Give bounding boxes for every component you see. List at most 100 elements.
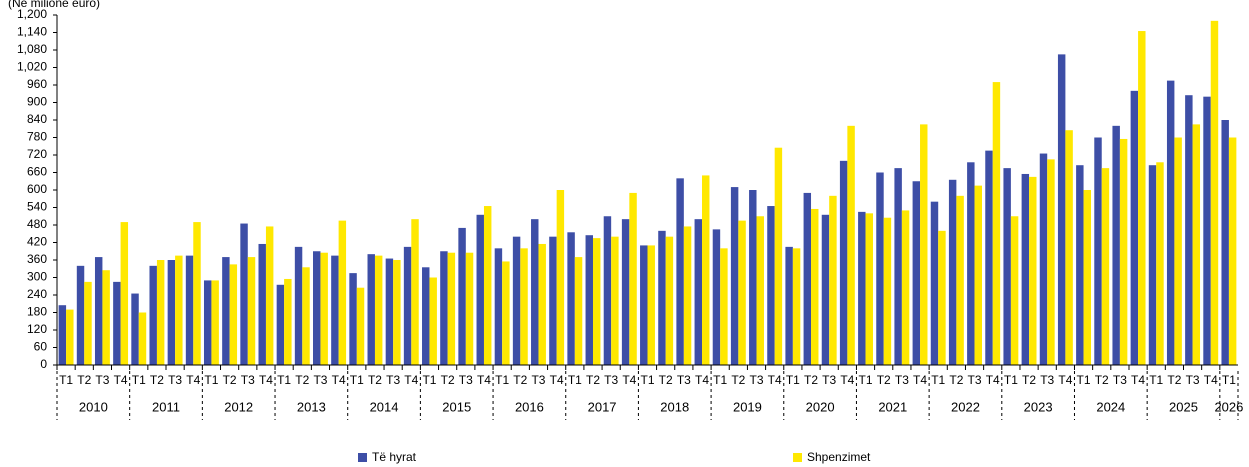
x-tick-label: T1 — [1149, 373, 1163, 387]
bar — [549, 236, 557, 365]
x-tick-label: T2 — [368, 373, 382, 387]
bar — [974, 185, 982, 365]
x-tick-label: T3 — [1040, 373, 1054, 387]
bar — [811, 208, 819, 365]
x-tick-label: T4 — [695, 373, 709, 387]
x-tick-label: T4 — [986, 373, 1000, 387]
x-tick-label: T1 — [713, 373, 727, 387]
bar — [1130, 90, 1139, 365]
legend-label: Të hyrat — [372, 450, 417, 464]
bar — [712, 229, 721, 365]
bar — [265, 226, 274, 365]
x-tick-label: T4 — [186, 373, 200, 387]
y-tick-label: 360 — [27, 252, 47, 266]
y-tick-label: 480 — [27, 217, 47, 231]
x-tick-label: T3 — [677, 373, 691, 387]
legend-swatch — [793, 453, 802, 462]
bar — [149, 265, 157, 365]
year-label: 2012 — [224, 399, 253, 414]
bar — [665, 236, 674, 365]
bar — [829, 195, 837, 365]
x-tick-label: T3 — [386, 373, 400, 387]
bar — [102, 270, 110, 365]
bar — [1192, 124, 1201, 365]
bar — [313, 251, 321, 365]
x-tick-label: T1 — [132, 373, 146, 387]
x-tick-label: T2 — [150, 373, 164, 387]
bar — [920, 124, 928, 365]
year-label: 2021 — [878, 399, 907, 414]
bar — [258, 243, 266, 365]
x-tick-label: T3 — [604, 373, 618, 387]
bar — [302, 267, 310, 365]
x-tick-label: T1 — [931, 373, 945, 387]
x-tick-label: T1 — [495, 373, 509, 387]
bar — [175, 255, 183, 365]
x-tick-label: T4 — [840, 373, 854, 387]
bar — [676, 178, 684, 365]
bar — [440, 251, 448, 365]
year-label: 2016 — [515, 399, 544, 414]
x-tick-label: T2 — [223, 373, 237, 387]
bar — [338, 220, 347, 365]
bar — [792, 248, 801, 365]
x-tick-label: T4 — [259, 373, 273, 387]
bar — [429, 277, 437, 365]
x-tick-label: T1 — [786, 373, 800, 387]
bar — [531, 219, 539, 365]
year-label: 2023 — [1024, 399, 1053, 414]
x-tick-label: T1 — [1004, 373, 1018, 387]
bar — [1021, 173, 1030, 365]
bar — [956, 195, 964, 365]
bar — [1029, 176, 1037, 365]
bar — [865, 213, 873, 365]
bar — [276, 284, 285, 365]
bar — [320, 252, 328, 365]
bar — [556, 190, 565, 365]
bar — [629, 192, 637, 365]
x-tick-label: T1 — [640, 373, 654, 387]
bar — [1221, 120, 1229, 365]
x-tick-label: T2 — [1095, 373, 1109, 387]
bar — [229, 264, 238, 365]
y-tick-label: 420 — [27, 235, 47, 249]
x-tick-label: T4 — [768, 373, 782, 387]
y-tick-label: 1,020 — [17, 60, 47, 74]
bar — [858, 211, 866, 365]
x-tick-label: T4 — [477, 373, 491, 387]
year-label: 2014 — [370, 399, 399, 414]
y-tick-label: 780 — [27, 130, 47, 144]
x-tick-label: T4 — [622, 373, 636, 387]
bar — [1057, 54, 1066, 365]
y-tick-label: 540 — [27, 200, 47, 214]
bar — [66, 309, 74, 365]
x-tick-label: T4 — [913, 373, 927, 387]
x-tick-label: T3 — [968, 373, 982, 387]
y-tick-label: 180 — [27, 305, 47, 319]
x-tick-label: T3 — [822, 373, 836, 387]
y-tick-label: 240 — [27, 287, 47, 301]
year-label: 2015 — [442, 399, 471, 414]
bar — [567, 232, 575, 365]
bar — [458, 227, 466, 365]
x-tick-label: T1 — [568, 373, 582, 387]
year-label: 2024 — [1096, 399, 1125, 414]
bar — [84, 281, 92, 365]
bar — [930, 201, 939, 365]
y-tick-label: 300 — [27, 270, 47, 284]
bar — [839, 160, 848, 365]
year-label: 2017 — [588, 399, 617, 414]
x-tick-label: T1 — [1077, 373, 1091, 387]
bar — [483, 206, 492, 365]
y-tick-label: 60 — [34, 340, 48, 354]
bar — [611, 236, 619, 365]
y-tick-label: 120 — [27, 322, 47, 336]
bar — [331, 255, 339, 365]
x-tick-label: T4 — [332, 373, 346, 387]
bar — [967, 162, 975, 365]
bar — [203, 280, 212, 365]
bar — [730, 187, 739, 365]
x-tick-label: T4 — [114, 373, 128, 387]
bar — [113, 281, 121, 365]
bar — [785, 246, 793, 365]
